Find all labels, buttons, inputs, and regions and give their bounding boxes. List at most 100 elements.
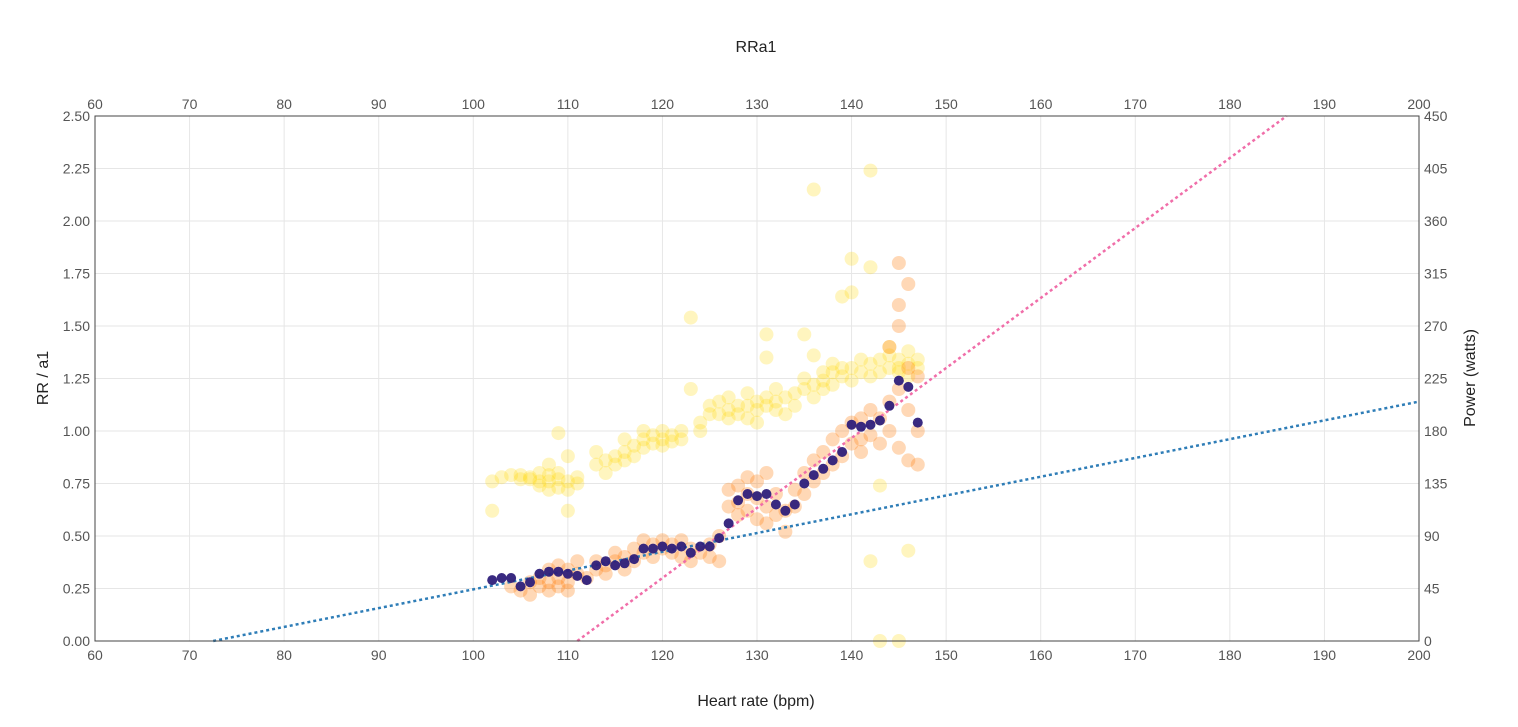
power-point	[570, 470, 585, 485]
power-point	[551, 466, 566, 480]
a1-point	[903, 381, 914, 392]
power-point	[551, 480, 566, 495]
x-top-tick-label: 200	[1407, 96, 1431, 112]
power-point	[835, 369, 850, 384]
power-point	[863, 163, 878, 178]
a1-point	[638, 543, 649, 554]
x-top-tick-label: 110	[557, 96, 580, 112]
power-point	[560, 449, 575, 464]
power-point	[636, 440, 651, 455]
power-point	[901, 356, 916, 371]
power-point	[523, 472, 538, 487]
power-point	[532, 466, 547, 480]
rr-point	[721, 499, 736, 514]
power-point	[750, 415, 764, 430]
rr-point	[901, 277, 916, 291]
power-point	[778, 407, 793, 422]
power-point	[750, 403, 764, 417]
a1-point	[799, 478, 810, 489]
x-top-tick-label: 120	[651, 96, 675, 112]
rr-point	[854, 411, 869, 426]
trendlines	[212, 114, 1420, 643]
power-point	[645, 436, 660, 451]
a1-points	[487, 375, 923, 592]
rr-trendline	[212, 400, 1420, 643]
chart-title: RRa1	[736, 39, 777, 56]
power-point	[835, 361, 850, 375]
rr-point	[835, 424, 850, 438]
power-point	[721, 403, 736, 417]
power-point	[523, 470, 538, 485]
a1-point	[666, 543, 677, 554]
power-point	[541, 474, 556, 489]
power-point	[655, 424, 670, 438]
y2-tick-label: 270	[1424, 318, 1448, 334]
power-point	[787, 386, 802, 401]
a1-point	[818, 463, 829, 474]
power-point	[844, 373, 859, 388]
power-point	[825, 365, 840, 380]
rr-point	[541, 583, 556, 598]
power-point	[702, 398, 717, 413]
rr-point	[854, 432, 869, 447]
power-point	[740, 411, 755, 426]
a1-point	[912, 417, 923, 428]
a1-point	[487, 575, 498, 586]
rr-point	[712, 554, 727, 569]
power-point	[655, 432, 670, 447]
power-point	[560, 474, 575, 489]
power-point	[702, 407, 717, 422]
power-point	[598, 466, 613, 480]
a1-point	[723, 518, 734, 529]
rr-point	[806, 453, 821, 468]
y-axis-label: RR / a1	[35, 351, 52, 405]
power-point	[806, 377, 821, 392]
y2-tick-label: 180	[1424, 423, 1448, 439]
power-point	[882, 361, 897, 375]
rr-point	[740, 503, 755, 518]
y-tick-label: 2.00	[63, 213, 90, 229]
y-tick-label: 0.25	[63, 581, 90, 597]
x-tick-label: 80	[276, 647, 292, 663]
a1-point	[837, 447, 848, 457]
power-point	[504, 468, 519, 483]
a1-point	[856, 421, 867, 432]
power-point	[485, 474, 500, 489]
y2-tick-label: 45	[1424, 581, 1440, 597]
power-point	[485, 503, 500, 518]
power-point	[532, 474, 547, 489]
power-point	[541, 457, 556, 472]
x-tick-label: 170	[1124, 647, 1148, 663]
a1-point	[780, 505, 791, 516]
a1-point	[543, 566, 554, 577]
rr-point	[721, 482, 736, 497]
a1-point	[619, 558, 630, 569]
a1-point	[600, 556, 611, 567]
x-top-tick-label: 160	[1029, 96, 1053, 112]
rr-point	[560, 575, 575, 590]
power-point	[844, 361, 859, 375]
y2-tick-label: 315	[1424, 266, 1448, 282]
y-tick-label: 0.75	[63, 476, 90, 492]
rr-point	[541, 575, 556, 590]
y2-tick-label: 135	[1424, 476, 1448, 492]
a1-point	[581, 575, 592, 586]
y2-tick-label: 225	[1424, 371, 1448, 387]
x-tick-label: 180	[1218, 647, 1242, 663]
power-point	[664, 428, 679, 443]
power-point	[617, 453, 632, 468]
a1-point	[572, 570, 583, 581]
rr-point	[570, 554, 585, 569]
power-point	[617, 445, 632, 459]
power-point	[532, 478, 547, 493]
y-tick-label: 1.25	[63, 371, 90, 387]
rr-point	[901, 453, 916, 468]
y2-tick-label: 90	[1424, 528, 1440, 544]
rr-point	[636, 533, 651, 548]
power-point	[806, 348, 821, 363]
x-tick-label: 110	[557, 647, 580, 663]
a1-point	[610, 560, 621, 571]
a1-point	[865, 419, 876, 430]
y-tick-label: 1.75	[63, 266, 90, 282]
rr-point	[891, 382, 906, 396]
